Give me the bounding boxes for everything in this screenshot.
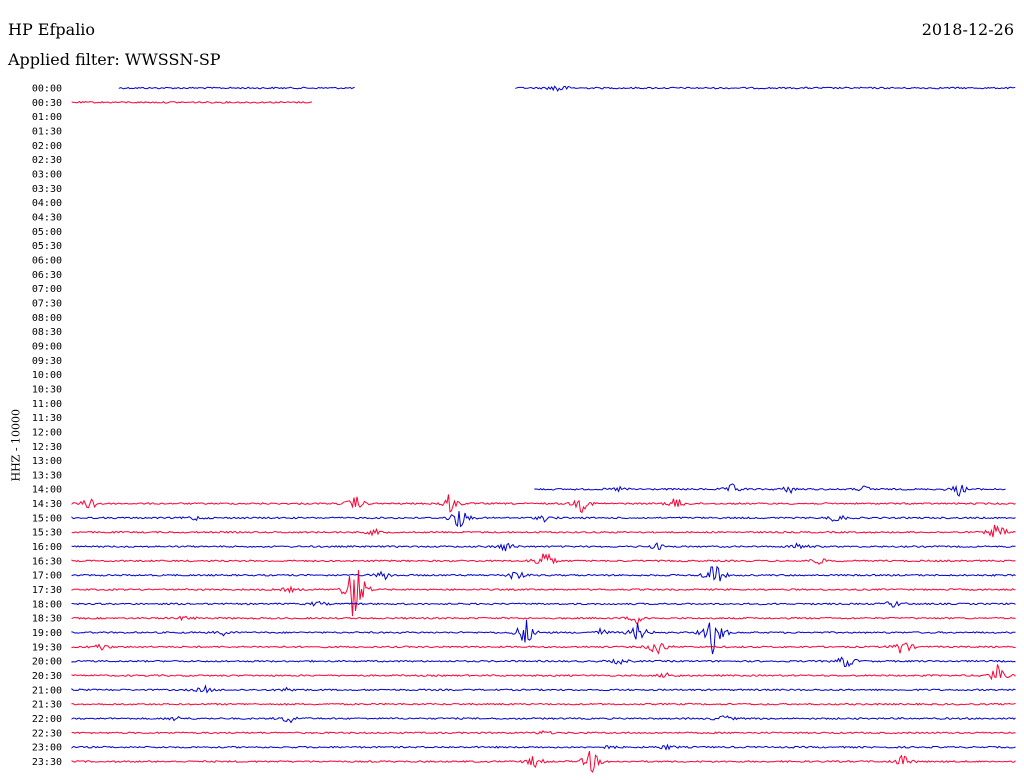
row-label-0800: 08:00 [32, 313, 62, 324]
row-label-1230: 12:30 [32, 442, 62, 453]
row-label-0730: 07:30 [32, 298, 62, 309]
trace-1830-0 [71, 615, 1016, 626]
row-label-1000: 10:00 [32, 370, 62, 381]
row-label-0100: 01:00 [32, 112, 62, 123]
row-label-1430: 14:30 [32, 499, 62, 510]
row-label-0430: 04:30 [32, 212, 62, 223]
row-label-0030: 00:30 [32, 98, 62, 109]
row-label-0500: 05:00 [32, 227, 62, 238]
station-title: HP Efpalio [8, 20, 96, 39]
row-label-1130: 11:30 [32, 413, 62, 424]
trace-1730-0 [71, 570, 1016, 617]
trace-2330-0 [71, 750, 1016, 773]
row-label-2000: 20:00 [32, 657, 62, 668]
row-label-1200: 12:00 [32, 427, 62, 438]
row-label-1900: 19:00 [32, 628, 62, 639]
trace-2130-0 [71, 702, 1016, 706]
row-label-0530: 05:30 [32, 241, 62, 252]
row-label-2200: 22:00 [32, 714, 62, 725]
row-label-0930: 09:30 [32, 356, 62, 367]
trace-2200-0 [71, 715, 1016, 724]
row-label-0130: 01:30 [32, 126, 62, 137]
row-label-1030: 10:30 [32, 384, 62, 395]
row-label-2130: 21:30 [32, 700, 62, 711]
trace-1800-0 [71, 600, 1016, 608]
row-label-1700: 17:00 [32, 571, 62, 582]
row-label-0330: 03:30 [32, 184, 62, 195]
row-label-1600: 16:00 [32, 542, 62, 553]
row-label-0700: 07:00 [32, 284, 62, 295]
trace-1600-0 [71, 542, 1016, 552]
row-label-2300: 23:00 [32, 743, 62, 754]
trace-2300-0 [71, 743, 1016, 751]
row-label-0400: 04:00 [32, 198, 62, 209]
row-label-1730: 17:30 [32, 585, 62, 596]
row-label-0600: 06:00 [32, 255, 62, 266]
row-label-1330: 13:30 [32, 470, 62, 481]
trace-1700-0 [71, 565, 1016, 582]
row-label-2100: 21:00 [32, 685, 62, 696]
trace-1630-0 [71, 552, 1016, 566]
date-label: 2018-12-26 [921, 20, 1014, 39]
trace-1530-0 [71, 524, 1016, 538]
row-label-1300: 13:00 [32, 456, 62, 467]
row-label-0900: 09:00 [32, 341, 62, 352]
trace-1930-0 [71, 642, 1016, 655]
row-label-2330: 23:30 [32, 757, 62, 768]
row-label-0200: 02:00 [32, 141, 62, 152]
row-label-2230: 22:30 [32, 728, 62, 739]
trace-2000-0 [71, 656, 1016, 668]
row-label-0830: 08:30 [32, 327, 62, 338]
trace-2100-0 [71, 684, 1016, 694]
row-label-0300: 03:00 [32, 169, 62, 180]
trace-1500-0 [71, 511, 1016, 528]
row-label-0000: 00:00 [32, 84, 62, 95]
row-label-1500: 15:00 [32, 513, 62, 524]
filter-label: Applied filter: WWSSN-SP [8, 50, 221, 69]
row-label-1800: 18:00 [32, 599, 62, 610]
trace-2230-0 [71, 730, 1016, 735]
trace-1400-0 [534, 483, 1006, 497]
trace-0000-1 [515, 85, 1016, 93]
trace-1430-0 [71, 494, 1016, 514]
row-label-1400: 14:00 [32, 485, 62, 496]
trace-2030-0 [71, 664, 1016, 681]
row-label-1530: 15:30 [32, 528, 62, 539]
row-label-0230: 02:30 [32, 155, 62, 166]
row-label-2030: 20:30 [32, 671, 62, 682]
trace-0030-0 [71, 100, 313, 104]
row-label-1930: 19:30 [32, 642, 62, 653]
row-label-0630: 06:30 [32, 270, 62, 281]
row-label-1100: 11:00 [32, 399, 62, 410]
trace-1900-0 [71, 619, 1016, 655]
row-label-1630: 16:30 [32, 556, 62, 567]
row-label-1830: 18:30 [32, 614, 62, 625]
trace-0000-0 [118, 86, 355, 90]
